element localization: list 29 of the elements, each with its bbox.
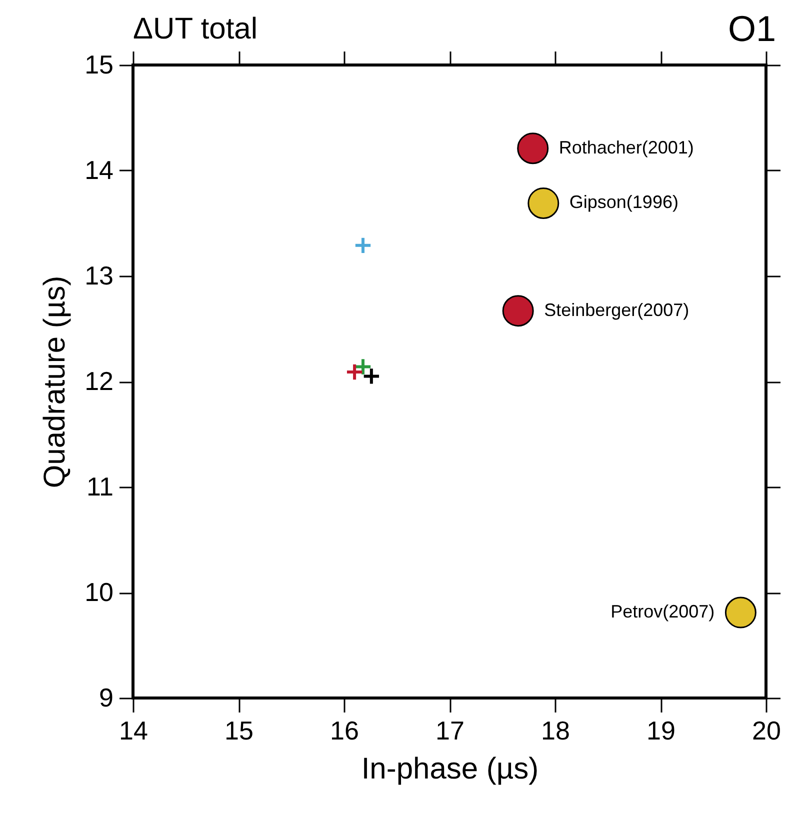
chart-title: ΔUT total (133, 12, 258, 46)
point (362, 367, 381, 386)
x-tick-label: 15 (224, 716, 254, 746)
series-label: Petrov(2007) (610, 602, 715, 622)
y-tick-label: 9 (99, 682, 114, 712)
series-label: Rothacher(2001) (558, 137, 694, 158)
x-tick-label: 18 (541, 716, 570, 746)
y-tick-label: 10 (84, 577, 114, 607)
point (528, 187, 560, 219)
point (517, 132, 549, 164)
y-tick-label: 14 (84, 155, 114, 185)
x-tick-label: 17 (436, 716, 464, 746)
x-tick-label: 20 (752, 716, 781, 746)
text: O1 (728, 8, 776, 50)
series-label: Gipson(1996) (569, 192, 678, 212)
y-tick-label: 12 (84, 366, 114, 396)
point (724, 596, 756, 628)
point (502, 295, 534, 327)
y-tick-label: 13 (84, 260, 114, 290)
y-axis-title: Quadrature (µs) (38, 276, 72, 488)
series-label: Steinberger(2007) (544, 300, 690, 320)
x-tick-label: 16 (330, 716, 359, 746)
y-tick-label: 11 (86, 472, 114, 502)
point (354, 236, 372, 254)
x-tick-label: 14 (119, 716, 148, 746)
y-tick-label: 15 (84, 50, 114, 80)
x-tick-label: 19 (646, 716, 676, 746)
point (345, 362, 364, 382)
x-axis-title: In-phase (µs) (361, 752, 539, 786)
